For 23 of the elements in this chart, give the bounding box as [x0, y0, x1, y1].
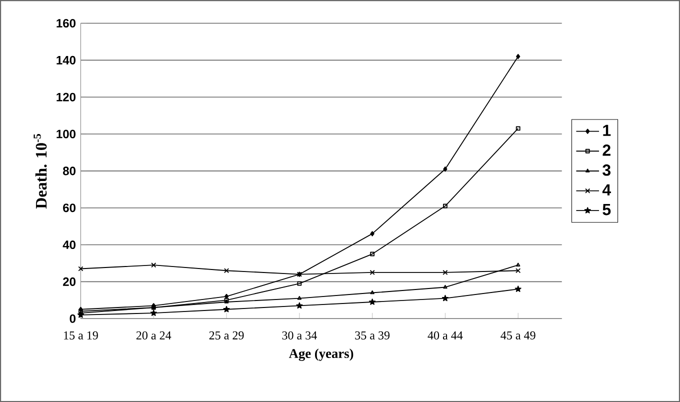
x-tick-label: 35 a 39 — [355, 331, 390, 340]
y-tick-label: 160 — [56, 18, 76, 28]
legend-label: 2 — [602, 144, 610, 156]
x-axis-title: Age (years) — [288, 348, 354, 361]
legend-label: 4 — [602, 184, 611, 196]
x-tick-label: 20 a 24 — [136, 331, 172, 340]
y-tick-label: 120 — [56, 92, 76, 102]
x-tick-label: 15 a 19 — [64, 331, 98, 340]
legend-label: 1 — [603, 124, 611, 136]
legend-label: 3 — [602, 164, 611, 176]
y-tick-label: 60 — [63, 204, 76, 212]
y-tick-label: 140 — [56, 56, 76, 64]
x-tick-label: 45 a 49 — [500, 331, 536, 340]
y-tick-label: 0 — [70, 314, 76, 323]
x-tick-label: 30 a 34 — [282, 331, 317, 340]
y-tick-label: 40 — [62, 240, 76, 250]
x-tick-label: 25 a 29 — [209, 331, 244, 340]
x-tick-label: 40 a 44 — [428, 331, 463, 340]
y-axis-title: Death. 10$^{-5}$ — [34, 134, 47, 209]
y-tick-label: 20 — [63, 277, 76, 286]
y-tick-label: 100 — [56, 130, 76, 138]
legend-label: 5 — [602, 204, 611, 216]
y-tick-label: 80 — [63, 166, 76, 176]
